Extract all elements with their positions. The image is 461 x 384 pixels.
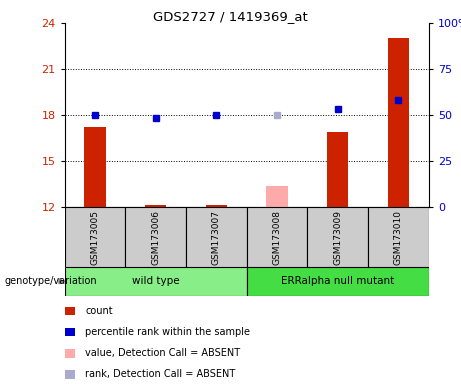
Bar [125,207,186,267]
Text: GSM173006: GSM173006 [151,210,160,265]
Text: GSM173008: GSM173008 [272,210,282,265]
Text: GDS2727 / 1419369_at: GDS2727 / 1419369_at [153,10,308,23]
Bar [388,38,409,207]
Bar [307,207,368,267]
Text: count: count [85,306,113,316]
Text: genotype/variation: genotype/variation [5,276,97,286]
Text: GSM173009: GSM173009 [333,210,342,265]
Text: wild type: wild type [132,276,179,286]
Bar [206,205,227,207]
Text: rank, Detection Call = ABSENT: rank, Detection Call = ABSENT [85,369,236,379]
Bar [368,207,429,267]
Bar [247,267,429,296]
Text: GSM173010: GSM173010 [394,210,403,265]
Bar [186,207,247,267]
Text: GSM173007: GSM173007 [212,210,221,265]
Text: ERRalpha null mutant: ERRalpha null mutant [281,276,394,286]
Bar [84,127,106,207]
Bar [65,207,125,267]
Bar [145,205,166,207]
Bar [266,186,288,207]
Text: percentile rank within the sample: percentile rank within the sample [85,327,250,337]
Bar [247,207,307,267]
Bar [327,132,349,207]
Text: GSM173005: GSM173005 [90,210,100,265]
Text: value, Detection Call = ABSENT: value, Detection Call = ABSENT [85,348,240,358]
Bar [65,267,247,296]
